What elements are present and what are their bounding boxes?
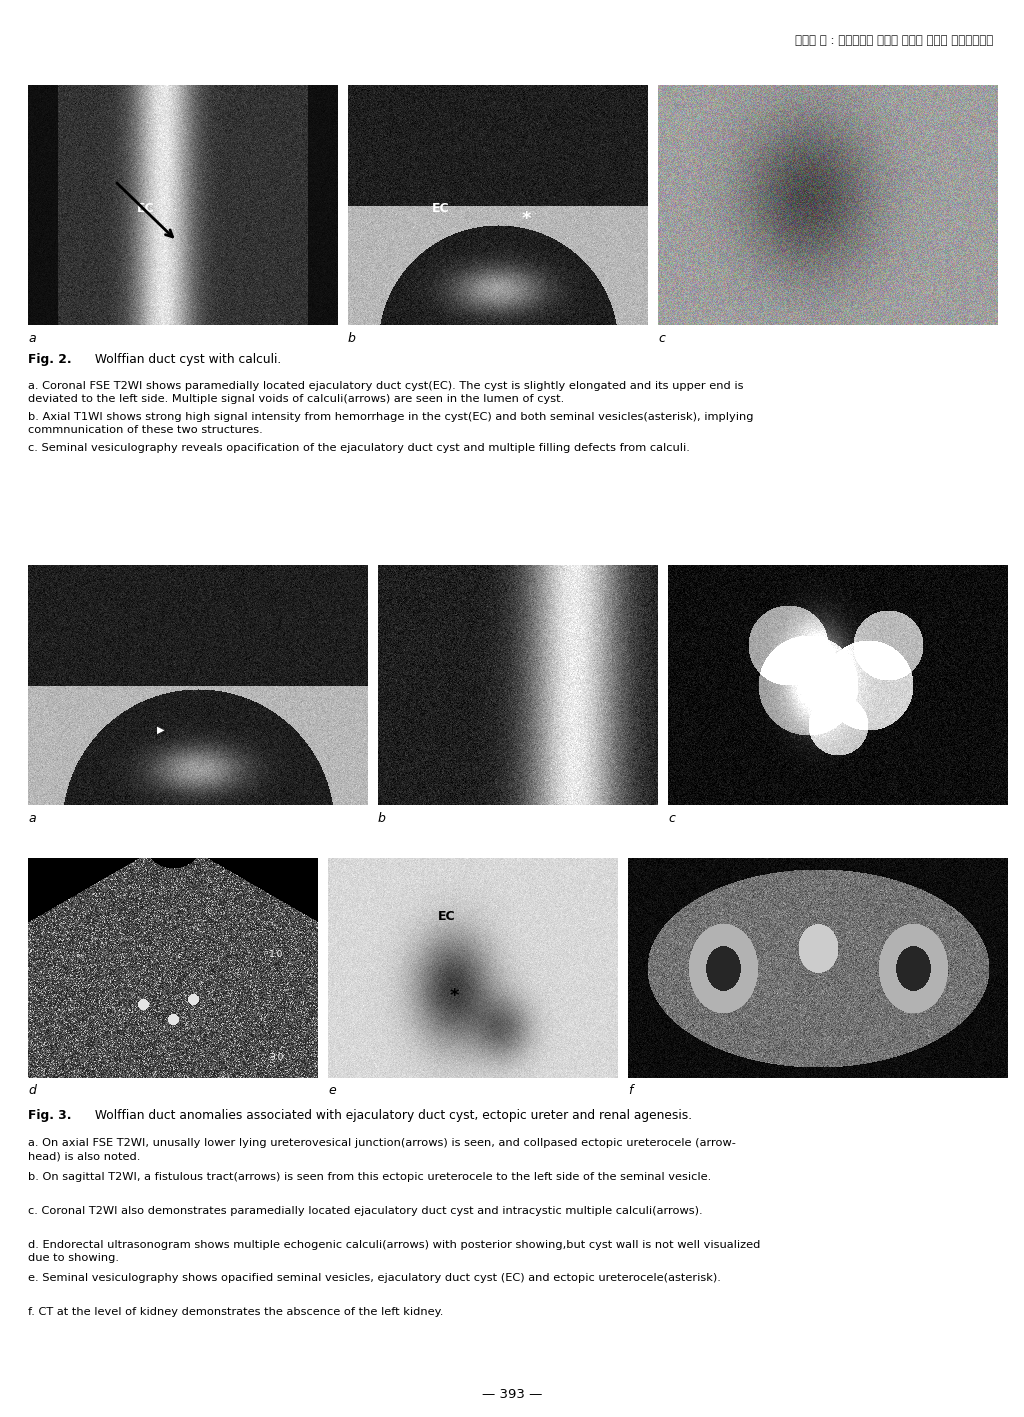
Text: a: a bbox=[28, 332, 36, 344]
Text: b: b bbox=[348, 332, 356, 344]
Text: — 393 —: — 393 — bbox=[482, 1387, 542, 1400]
Text: f. CT at the level of kidney demonstrates the abscence of the left kidney.: f. CT at the level of kidney demonstrate… bbox=[28, 1306, 443, 1316]
Text: 3.0: 3.0 bbox=[269, 1053, 284, 1063]
Text: e: e bbox=[328, 1084, 336, 1098]
Text: ▶: ▶ bbox=[158, 726, 165, 735]
Text: c: c bbox=[658, 332, 665, 344]
Text: EC: EC bbox=[432, 203, 450, 215]
Text: d. Endorectal ultrasonogram shows multiple echogenic calculi(arrows) with poster: d. Endorectal ultrasonogram shows multip… bbox=[28, 1240, 761, 1263]
Text: c: c bbox=[668, 812, 675, 825]
Text: Wolffian duct anomalies associated with ejaculatory duct cyst, ectopic ureter an: Wolffian duct anomalies associated with … bbox=[91, 1110, 692, 1122]
Text: EC: EC bbox=[136, 203, 155, 215]
Text: Fig. 2.: Fig. 2. bbox=[28, 353, 72, 367]
Text: 원제환 외 : 혈정액증의 경직장 코일을 이용한 자기공명영상: 원제환 외 : 혈정액증의 경직장 코일을 이용한 자기공명영상 bbox=[795, 34, 993, 47]
Text: EC: EC bbox=[438, 910, 456, 922]
Text: a. Coronal FSE T2WI shows paramedially located ejaculatory duct cyst(EC). The cy: a. Coronal FSE T2WI shows paramedially l… bbox=[28, 381, 743, 404]
Text: *: * bbox=[450, 988, 460, 1005]
Text: 1.0: 1.0 bbox=[269, 949, 284, 959]
Text: Wolffian duct cyst with calculi.: Wolffian duct cyst with calculi. bbox=[91, 353, 282, 367]
Text: Fig. 3.: Fig. 3. bbox=[28, 1110, 72, 1122]
Text: f: f bbox=[628, 1084, 633, 1098]
Text: c. Coronal T2WI also demonstrates paramedially located ejaculatory duct cyst and: c. Coronal T2WI also demonstrates parame… bbox=[28, 1206, 702, 1216]
Text: b: b bbox=[378, 812, 386, 825]
Text: b. On sagittal T2WI, a fistulous tract(arrows) is seen from this ectopic uretero: b. On sagittal T2WI, a fistulous tract(a… bbox=[28, 1172, 712, 1182]
Text: a: a bbox=[28, 812, 36, 825]
Text: a. On axial FSE T2WI, unusally lower lying ureterovesical junction(arrows) is se: a. On axial FSE T2WI, unusally lower lyi… bbox=[28, 1138, 736, 1162]
Text: c. Seminal vesiculography reveals opacification of the ejaculatory duct cyst and: c. Seminal vesiculography reveals opacif… bbox=[28, 444, 690, 453]
Text: d: d bbox=[28, 1084, 36, 1098]
Text: b. Axial T1WI shows strong high signal intensity from hemorrhage in the cyst(EC): b. Axial T1WI shows strong high signal i… bbox=[28, 412, 754, 435]
Text: *: * bbox=[522, 210, 531, 228]
Text: e. Seminal vesiculography shows opacified seminal vesicles, ejaculatory duct cys: e. Seminal vesiculography shows opacifie… bbox=[28, 1274, 721, 1284]
